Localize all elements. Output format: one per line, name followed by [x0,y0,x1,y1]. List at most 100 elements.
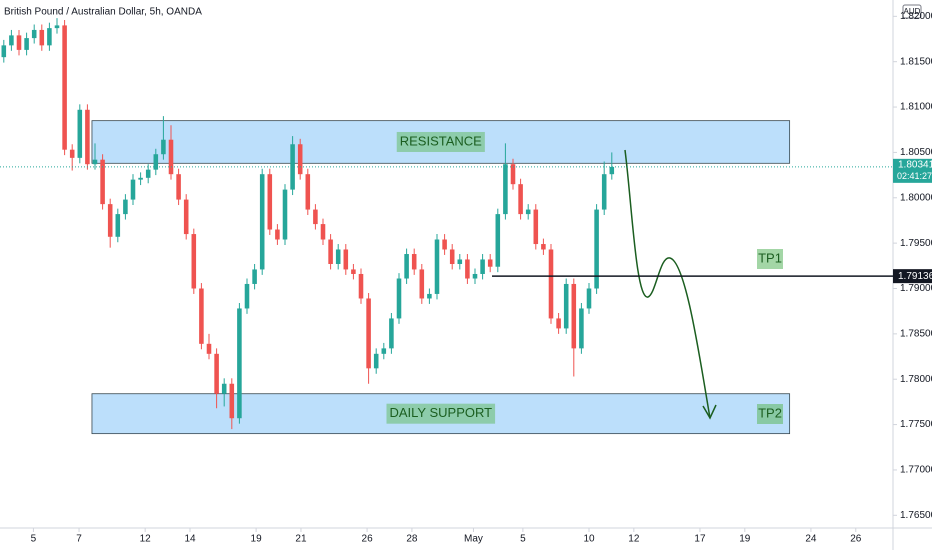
candle-body [183,199,189,235]
x-tick-label: 26 [362,534,374,545]
candle-body [525,209,531,215]
candle-body [221,383,227,394]
candle-body [9,35,14,46]
candle-body [107,204,113,237]
candle-body [168,139,174,175]
x-tick-label: 12 [140,534,152,545]
candle-body [533,209,539,245]
candle-body [351,269,356,274]
candle-body [138,177,143,180]
x-tick-label: 5 [31,534,37,545]
last-price-label: 1.80341 [898,159,932,170]
candle-body [586,288,592,309]
candle-body [381,348,387,354]
x-tick-label: 12 [628,534,640,545]
y-tick-label: 1.80000 [900,192,932,203]
x-tick-label: 10 [583,534,595,545]
candle-body [503,164,508,215]
candle-body [199,288,204,344]
candle-body [214,353,219,394]
y-tick-label: 1.79500 [900,238,932,249]
candle-body [404,254,409,279]
currency-label: AUD [904,7,921,16]
projection-arrowhead [702,404,717,420]
candle-body [237,308,242,419]
candle-body [442,239,447,250]
candle-body [487,259,493,267]
y-tick-label: 1.77500 [900,419,932,430]
candle-body [297,144,303,175]
candle-body [267,174,273,230]
x-tick-label: 19 [251,534,263,545]
candle-body [290,144,295,190]
candle-body [16,35,22,50]
x-tick-label: May [464,534,483,545]
candle-body [39,29,45,46]
y-tick-label: 1.82000 [900,11,932,22]
candle-body [92,159,98,165]
candle-body [472,273,478,279]
x-tick-label: 7 [76,534,82,545]
candle-body [465,259,470,279]
candle-body [259,174,265,270]
candle-body [609,166,615,175]
candle-body [115,214,121,237]
candle-body [100,159,105,205]
x-tick-label: 21 [295,534,307,545]
candle-body [85,109,90,165]
level-box [893,269,932,284]
candle-body [411,254,417,270]
zone-label: RESISTANCE [400,133,482,148]
y-tick-label: 1.81500 [900,56,932,67]
candle-body [579,308,584,349]
y-tick-label: 1.80500 [900,147,932,158]
candle-body [571,283,577,349]
candle-body [69,149,75,158]
x-tick-label: 14 [184,534,196,545]
candle-body [563,283,569,329]
x-tick-label: 17 [694,534,706,545]
zone-label-box [396,131,485,152]
candle-body [328,239,333,264]
candle-body [358,273,364,299]
y-tick-label: 1.77000 [900,465,932,476]
candle-body [427,293,432,299]
candle-body [548,249,554,319]
candle-body [305,174,311,210]
candle-body [449,249,455,264]
y-tick-label: 1.78500 [900,328,932,339]
candle-body [335,249,341,264]
tp2-box [757,404,783,424]
x-tick-label: 19 [739,534,751,545]
candle-body [62,25,67,150]
candle-body [556,318,561,329]
candle-body [47,28,52,46]
candle-body [176,174,181,200]
candle-body [244,283,250,309]
candle-body [373,353,379,369]
candle-body [153,154,159,170]
candle-body [343,249,349,270]
candle-body [480,259,485,274]
candle-body [510,164,516,185]
candle-body [457,259,463,264]
tp1-box [757,249,783,269]
y-tick-label: 1.79000 [900,283,932,294]
candle-body [24,38,29,50]
y-tick-label: 1.81000 [900,102,932,113]
candle-body [434,239,440,294]
tp2-label: TP2 [758,405,782,420]
tp1-label: TP1 [758,250,782,265]
candle-body [396,278,402,319]
candle-body [191,234,197,289]
candle-body [77,109,83,158]
countdown-label: 02:41:27 [897,171,932,181]
x-tick-label: 28 [406,534,418,545]
candle-body [54,25,60,29]
candle-body [313,209,318,225]
x-tick-label: 24 [805,534,817,545]
candle-body [594,209,599,289]
candle-body [389,318,394,349]
candles [1,18,615,430]
